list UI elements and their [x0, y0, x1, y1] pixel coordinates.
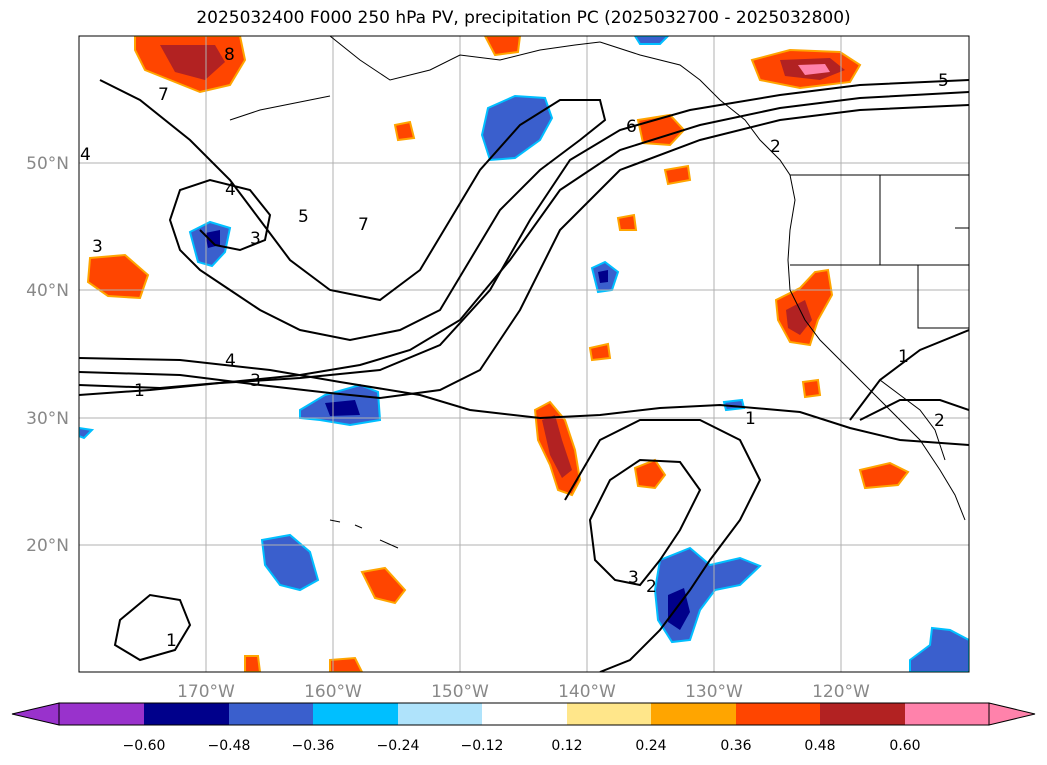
colorbar-tick: 0.48	[804, 738, 835, 754]
lon-label: 170°W	[177, 682, 235, 702]
latitude-labels: 50°N 40°N 30°N 20°N	[26, 154, 69, 556]
contour-label-group: 8 7 7 6 5 5 4 4 4 3 3 3 3 2 2 2 1 1 1 1	[80, 45, 949, 651]
longitude-labels: 170°W 160°W 150°W 140°W 130°W 120°W	[177, 682, 870, 702]
lon-label: 160°W	[304, 682, 362, 702]
colorbar-segment	[567, 703, 651, 725]
lon-label: 150°W	[431, 682, 489, 702]
colorbar-tick: −0.12	[461, 738, 504, 754]
contour-label: 4	[225, 180, 236, 200]
lat-label: 50°N	[26, 154, 69, 174]
contour-label: 1	[745, 409, 756, 429]
colorbar-segment	[398, 703, 482, 725]
colorbar-tick: 0.60	[889, 738, 920, 754]
lon-label: 130°W	[685, 682, 743, 702]
contour-label: 7	[158, 85, 169, 105]
map-area: 8 7 7 6 5 5 4 4 4 3 3 3 3 2 2 2 1 1 1 1	[79, 36, 969, 672]
colorbar-segment	[313, 703, 398, 725]
colorbar-segment	[651, 703, 736, 725]
colorbar-segment	[905, 703, 989, 725]
colorbar-segment	[482, 703, 567, 725]
colorbar-segment	[229, 703, 313, 725]
contour-label: 1	[134, 381, 145, 401]
colorbar-tick: 0.12	[551, 738, 582, 754]
contour-label: 3	[628, 568, 639, 588]
contour-label: 2	[646, 577, 657, 597]
coastlines	[229, 36, 969, 549]
contour-label: 4	[80, 145, 91, 165]
lon-label: 120°W	[812, 682, 870, 702]
lon-label: 140°W	[558, 682, 616, 702]
lat-label: 30°N	[26, 409, 69, 429]
contour-label: 1	[898, 347, 909, 367]
pv-contours	[79, 79, 969, 672]
contour-label: 2	[934, 411, 945, 431]
colorbar-segment	[736, 703, 820, 725]
colorbar-tick: −0.60	[123, 738, 166, 754]
colorbar-segment	[820, 703, 905, 725]
colorbar-extend-high	[988, 702, 1036, 726]
contour-label: 1	[166, 631, 177, 651]
colorbar-segment	[59, 703, 144, 725]
contour-label: 3	[92, 237, 103, 257]
contour-label: 8	[224, 45, 235, 65]
colorbar-tick: 0.36	[720, 738, 751, 754]
contour-label: 2	[770, 137, 781, 157]
contour-label: 6	[626, 117, 637, 137]
colorbar-ticks: −0.60 −0.48 −0.36 −0.24 −0.12 0.12 0.24 …	[123, 738, 921, 754]
colorbar-frame	[58, 702, 990, 726]
colorbar: −0.60 −0.48 −0.36 −0.24 −0.12 0.12 0.24 …	[11, 702, 1036, 754]
map-frame	[78, 35, 970, 673]
colorbar-tick: −0.48	[208, 738, 251, 754]
contour-label: 3	[250, 371, 261, 391]
map-title: 2025032400 F000 250 hPa PV, precipitatio…	[196, 8, 851, 28]
colorbar-tick: 0.24	[635, 738, 666, 754]
contour-label: 3	[250, 229, 261, 249]
contour-label: 5	[298, 207, 309, 227]
contour-label: 5	[938, 71, 949, 91]
lat-label: 40°N	[26, 281, 69, 301]
colorbar-extend-low	[11, 702, 60, 726]
lat-label: 20°N	[26, 536, 69, 556]
contour-label: 4	[225, 351, 236, 371]
colorbar-segment	[144, 703, 229, 725]
contour-label: 7	[358, 215, 369, 235]
precip-negative-areas	[79, 36, 969, 672]
colorbar-tick: −0.24	[377, 738, 420, 754]
colorbar-tick: −0.36	[292, 738, 335, 754]
graticule	[79, 36, 969, 672]
